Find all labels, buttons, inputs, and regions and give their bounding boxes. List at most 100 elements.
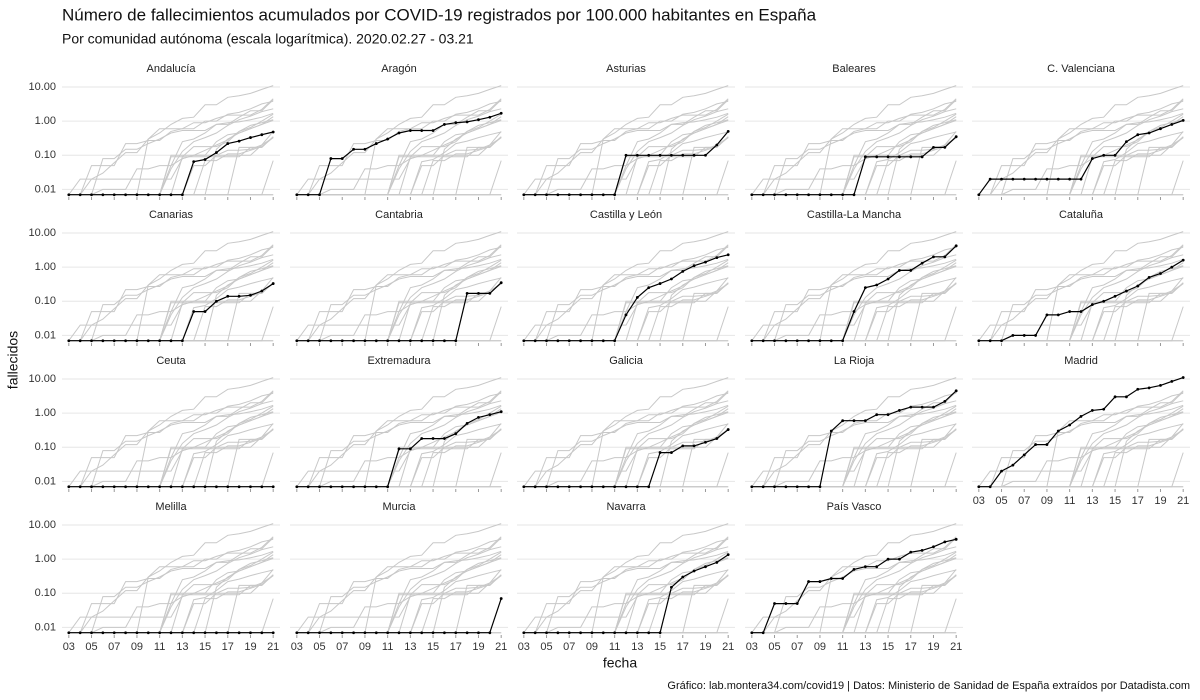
point bbox=[499, 111, 503, 115]
point bbox=[1113, 395, 1117, 399]
context-line bbox=[296, 569, 502, 634]
x-tick-label: 05 bbox=[313, 641, 325, 653]
context-line bbox=[978, 131, 1184, 196]
context-line bbox=[751, 98, 957, 196]
context-line bbox=[296, 258, 502, 342]
strip-label: Ceuta bbox=[156, 355, 186, 367]
x-tick-label: 21 bbox=[267, 641, 279, 653]
point bbox=[135, 485, 139, 489]
point bbox=[886, 413, 890, 417]
x-axis-title: fecha bbox=[603, 655, 637, 671]
context-line bbox=[751, 244, 957, 342]
point bbox=[101, 485, 105, 489]
x-tick-label: 03 bbox=[973, 495, 985, 507]
point bbox=[601, 485, 605, 489]
y-tick-label: 0.01 bbox=[35, 183, 56, 195]
point bbox=[318, 631, 321, 635]
point bbox=[78, 485, 82, 489]
point bbox=[249, 485, 252, 489]
context-line bbox=[296, 550, 502, 634]
x-tick-label: 13 bbox=[404, 641, 416, 653]
point bbox=[1034, 177, 1037, 181]
point bbox=[1000, 339, 1003, 343]
point bbox=[295, 193, 299, 197]
context-line bbox=[523, 392, 729, 488]
x-tick-label: 07 bbox=[108, 641, 120, 653]
point bbox=[1068, 310, 1072, 313]
point bbox=[920, 549, 924, 552]
point bbox=[374, 339, 378, 343]
point bbox=[1102, 299, 1106, 303]
point bbox=[545, 193, 548, 197]
y-tick-label: 10.00 bbox=[28, 373, 56, 385]
context-line bbox=[296, 277, 502, 342]
point bbox=[397, 339, 401, 343]
x-tick-label: 11 bbox=[837, 641, 848, 653]
context-line bbox=[523, 404, 729, 488]
point bbox=[886, 557, 890, 561]
point bbox=[726, 553, 730, 557]
point bbox=[988, 485, 992, 489]
point bbox=[1170, 265, 1174, 269]
point bbox=[465, 292, 469, 295]
point bbox=[192, 310, 196, 313]
point bbox=[670, 585, 673, 589]
x-tick-label: 13 bbox=[1086, 495, 1098, 507]
point bbox=[829, 429, 833, 433]
point bbox=[920, 155, 924, 159]
point bbox=[875, 413, 879, 417]
point bbox=[1011, 177, 1015, 181]
point bbox=[647, 631, 651, 635]
point bbox=[158, 193, 162, 197]
point bbox=[329, 339, 333, 343]
point bbox=[852, 419, 856, 423]
point bbox=[795, 193, 799, 197]
point bbox=[1125, 140, 1128, 144]
point bbox=[203, 485, 207, 489]
point bbox=[613, 339, 617, 343]
context-line bbox=[751, 536, 957, 634]
point bbox=[898, 269, 901, 272]
context-line bbox=[751, 554, 957, 634]
x-tick-label: 11 bbox=[154, 641, 165, 653]
point bbox=[1113, 294, 1117, 298]
point bbox=[909, 405, 913, 409]
point bbox=[90, 631, 93, 635]
point bbox=[329, 631, 333, 635]
point bbox=[545, 339, 548, 343]
point bbox=[988, 339, 992, 343]
point bbox=[909, 269, 913, 272]
point bbox=[522, 631, 526, 635]
point bbox=[260, 133, 264, 137]
context-line bbox=[68, 523, 274, 634]
point bbox=[715, 561, 719, 564]
point bbox=[545, 485, 548, 489]
point bbox=[773, 193, 776, 197]
point bbox=[352, 631, 355, 635]
point bbox=[818, 193, 822, 197]
point bbox=[1113, 153, 1117, 157]
point bbox=[841, 419, 845, 423]
point bbox=[1045, 313, 1049, 317]
point bbox=[306, 631, 310, 635]
point bbox=[909, 550, 913, 554]
point bbox=[567, 631, 571, 635]
context-line bbox=[296, 390, 502, 488]
point bbox=[681, 269, 685, 273]
context-line bbox=[296, 404, 502, 488]
point bbox=[533, 485, 537, 489]
point bbox=[590, 193, 594, 197]
point bbox=[647, 286, 651, 290]
context-line bbox=[296, 244, 502, 342]
point bbox=[67, 485, 71, 489]
panel bbox=[972, 231, 1190, 346]
context-line bbox=[296, 116, 502, 196]
context-line bbox=[523, 100, 729, 196]
y-tick-label: 0.10 bbox=[35, 441, 56, 453]
strip-label: La Rioja bbox=[834, 355, 875, 367]
point bbox=[101, 193, 105, 197]
point bbox=[624, 631, 628, 635]
chart-title: Número de fallecimientos acumulados por … bbox=[62, 5, 817, 24]
point bbox=[750, 631, 754, 635]
point bbox=[943, 255, 947, 259]
